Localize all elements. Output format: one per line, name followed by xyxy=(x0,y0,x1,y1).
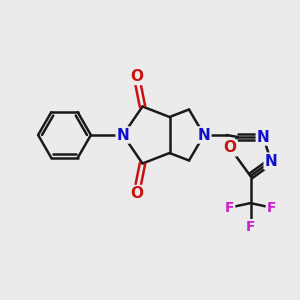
Text: O: O xyxy=(130,186,143,201)
Text: N: N xyxy=(257,130,270,145)
Text: F: F xyxy=(246,220,255,234)
Text: N: N xyxy=(265,154,278,169)
Text: F: F xyxy=(225,201,234,214)
Text: O: O xyxy=(224,140,236,155)
Text: N: N xyxy=(198,128,210,142)
Text: O: O xyxy=(130,69,143,84)
Text: N: N xyxy=(117,128,129,142)
Text: F: F xyxy=(267,201,276,214)
